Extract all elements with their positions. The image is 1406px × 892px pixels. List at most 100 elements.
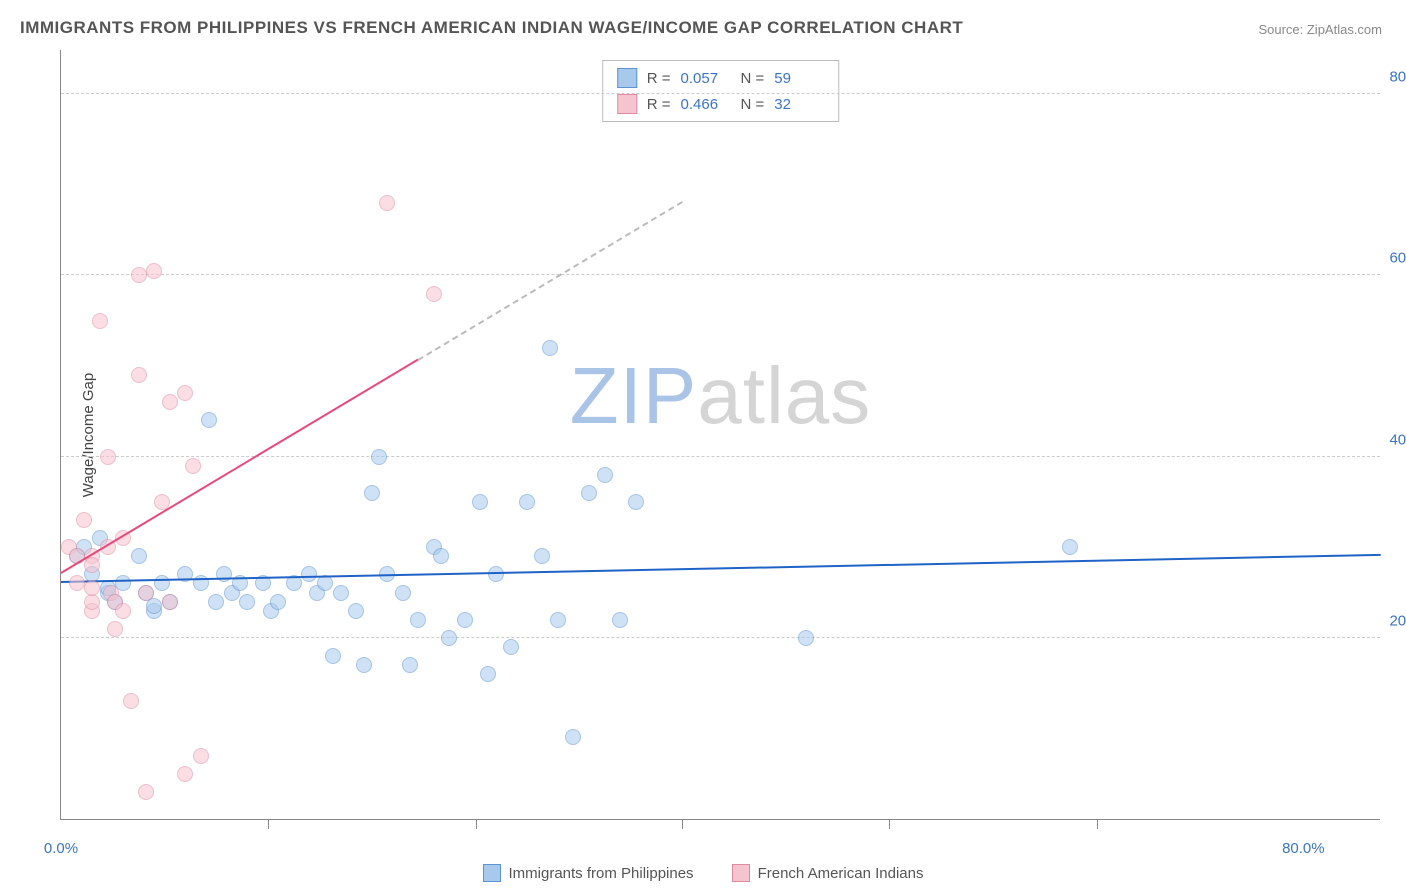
correlation-stat-box: R =0.057N =59R =0.466N =32 [602, 60, 840, 122]
scatter-point-philippines [146, 598, 162, 614]
gridline-horizontal [61, 93, 1380, 94]
legend-swatch-french_ai [732, 864, 750, 882]
x-minor-tick [476, 819, 477, 829]
x-tick-label: 0.0% [44, 840, 78, 857]
scatter-point-french_ai [138, 585, 154, 601]
scatter-point-philippines [534, 548, 550, 564]
legend-label: Immigrants from Philippines [509, 865, 694, 882]
source-attribution: Source: ZipAtlas.com [1258, 22, 1382, 37]
scatter-point-philippines [612, 612, 628, 628]
y-tick-label: 20.0% [1389, 612, 1406, 629]
source-prefix: Source: [1258, 22, 1306, 37]
scatter-point-philippines [628, 494, 644, 510]
scatter-point-philippines [356, 657, 372, 673]
scatter-point-french_ai [131, 367, 147, 383]
gridline-horizontal [61, 274, 1380, 275]
scatter-point-french_ai [123, 693, 139, 709]
y-axis-title: Wage/Income Gap [80, 372, 97, 497]
scatter-point-philippines [1062, 539, 1078, 555]
watermark-part-b: atlas [697, 351, 871, 440]
scatter-point-french_ai [177, 385, 193, 401]
scatter-point-french_ai [162, 594, 178, 610]
legend: Immigrants from Philippines French Americ… [0, 864, 1406, 882]
scatter-point-french_ai [177, 766, 193, 782]
trendline-french_ai [60, 359, 418, 574]
stat-r-label: R = [647, 96, 671, 113]
y-tick-label: 80.0% [1389, 69, 1406, 86]
trendline-french_ai-extrapolated [418, 201, 683, 361]
scatter-point-french_ai [146, 263, 162, 279]
scatter-point-french_ai [138, 784, 154, 800]
scatter-point-philippines [364, 485, 380, 501]
scatter-point-french_ai [193, 748, 209, 764]
scatter-point-philippines [317, 575, 333, 591]
x-minor-tick [1097, 819, 1098, 829]
chart-title: IMMIGRANTS FROM PHILIPPINES VS FRENCH AM… [20, 18, 963, 38]
stat-n-label: N = [741, 96, 765, 113]
scatter-point-philippines [519, 494, 535, 510]
scatter-point-french_ai [84, 557, 100, 573]
scatter-point-philippines [410, 612, 426, 628]
scatter-point-philippines [480, 666, 496, 682]
scatter-point-philippines [402, 657, 418, 673]
scatter-point-philippines [131, 548, 147, 564]
x-minor-tick [268, 819, 269, 829]
plot-area: Wage/Income Gap ZIPatlas R =0.057N =59R … [60, 50, 1380, 820]
scatter-point-philippines [597, 467, 613, 483]
scatter-point-french_ai [162, 394, 178, 410]
watermark-part-a: ZIP [570, 351, 697, 440]
scatter-point-philippines [348, 603, 364, 619]
legend-swatch-philippines [483, 864, 501, 882]
scatter-point-french_ai [185, 458, 201, 474]
legend-item-french_ai: French American Indians [732, 864, 924, 882]
scatter-point-french_ai [92, 313, 108, 329]
stat-row-french_ai: R = 0.466 N = 32 [603, 91, 839, 117]
legend-item-philippines: Immigrants from Philippines [483, 864, 694, 882]
y-tick-label: 40.0% [1389, 431, 1406, 448]
stat-row-philippines: R =0.057N =59 [603, 65, 839, 91]
scatter-point-french_ai [379, 195, 395, 211]
scatter-point-philippines [488, 566, 504, 582]
stat-r-value: 0.466 [681, 96, 731, 113]
legend-swatch-philippines [617, 68, 637, 88]
scatter-point-french_ai [426, 286, 442, 302]
gridline-horizontal [61, 637, 1380, 638]
scatter-point-french_ai [69, 575, 85, 591]
scatter-point-philippines [433, 548, 449, 564]
scatter-point-philippines [216, 566, 232, 582]
y-tick-label: 60.0% [1389, 250, 1406, 267]
scatter-point-philippines [581, 485, 597, 501]
scatter-point-french_ai [131, 267, 147, 283]
scatter-point-philippines [395, 585, 411, 601]
scatter-point-philippines [550, 612, 566, 628]
stat-r-value: 0.057 [681, 70, 731, 87]
scatter-point-philippines [208, 594, 224, 610]
scatter-point-philippines [371, 449, 387, 465]
scatter-point-philippines [472, 494, 488, 510]
scatter-point-philippines [798, 630, 814, 646]
stat-n-label: N = [741, 70, 765, 87]
scatter-point-philippines [441, 630, 457, 646]
stat-r-label: R = [647, 70, 671, 87]
x-minor-tick [682, 819, 683, 829]
scatter-point-philippines [201, 412, 217, 428]
source-link[interactable]: ZipAtlas.com [1307, 22, 1382, 37]
scatter-point-philippines [457, 612, 473, 628]
scatter-point-philippines [503, 639, 519, 655]
x-tick-label: 80.0% [1282, 840, 1325, 857]
scatter-point-philippines [325, 648, 341, 664]
legend-label: French American Indians [758, 865, 924, 882]
scatter-point-philippines [333, 585, 349, 601]
stat-n-value: 32 [774, 96, 824, 113]
scatter-point-french_ai [115, 603, 131, 619]
watermark: ZIPatlas [570, 350, 871, 442]
scatter-point-philippines [239, 594, 255, 610]
scatter-point-philippines [542, 340, 558, 356]
scatter-point-philippines [270, 594, 286, 610]
scatter-point-french_ai [100, 449, 116, 465]
scatter-point-french_ai [84, 580, 100, 596]
scatter-point-philippines [565, 729, 581, 745]
legend-swatch-french_ai [617, 94, 637, 114]
scatter-point-philippines [301, 566, 317, 582]
scatter-point-french_ai [76, 512, 92, 528]
